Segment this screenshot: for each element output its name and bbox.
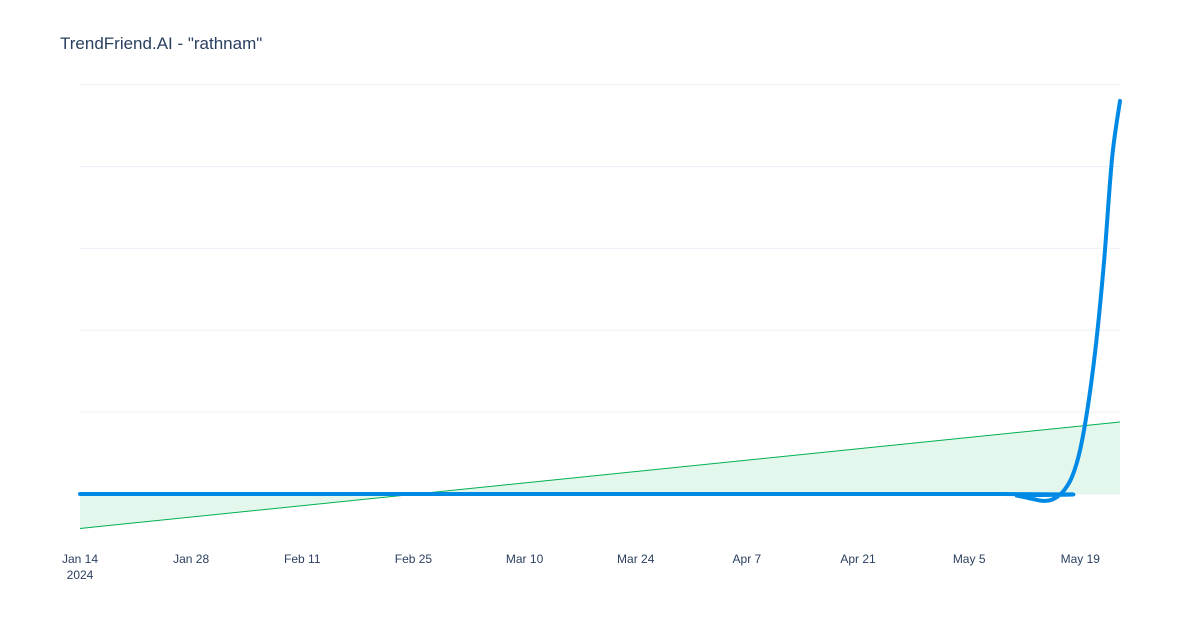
series-line-group	[78, 98, 1122, 503]
x-tick-label-2: Feb 11	[284, 552, 321, 566]
x-axis-ticks: Jan 14 2024 Jan 28 Feb 11 Feb 25 Mar 10 Mar 24…	[62, 552, 1100, 582]
x-tick-label-7: Apr 21	[840, 552, 876, 566]
x-tick-label-9: May 19	[1061, 552, 1101, 566]
x-tick-label-3: Feb 25	[395, 552, 433, 566]
x-tick-label-8: May 5	[953, 552, 986, 566]
x-tick-label-0: Jan 14	[62, 552, 98, 566]
chart-title: TrendFriend.AI - "rathnam"	[60, 34, 263, 53]
x-tick-sublabel-0: 2024	[67, 568, 94, 582]
series-line	[78, 98, 1122, 503]
trend-line-group	[79, 421, 1121, 529]
x-tick-label-1: Jan 28	[173, 552, 209, 566]
gridlines	[80, 84, 1120, 495]
x-tick-label-5: Mar 24	[617, 552, 655, 566]
x-tick-label-4: Mar 10	[506, 552, 544, 566]
trend-line	[79, 421, 1121, 529]
x-tick-label-6: Apr 7	[733, 552, 762, 566]
